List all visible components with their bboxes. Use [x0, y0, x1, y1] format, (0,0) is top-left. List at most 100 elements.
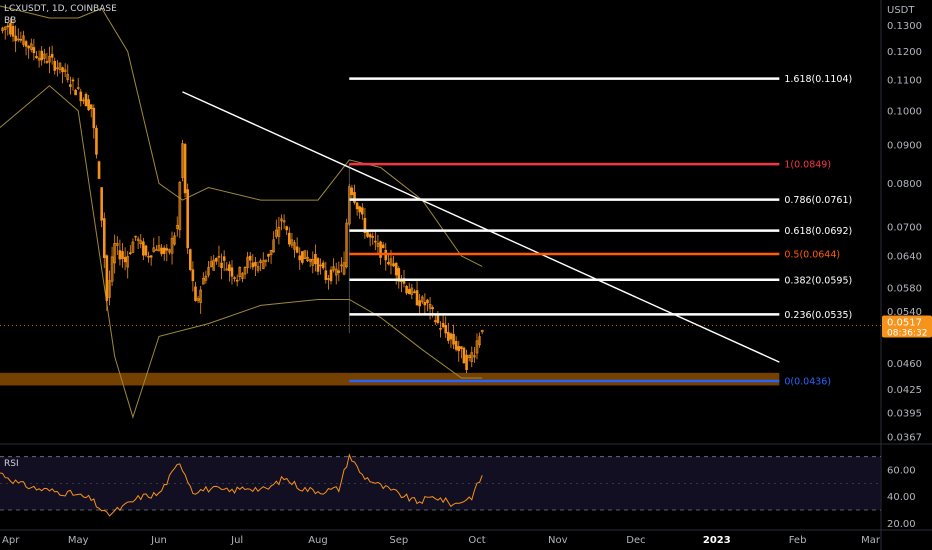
candle-body	[319, 264, 322, 267]
candle	[139, 234, 143, 249]
time-tick-label: 2023	[703, 535, 731, 546]
candle	[374, 230, 377, 251]
price-tick-label: 0.1000	[887, 106, 922, 117]
candle	[350, 184, 354, 201]
candle	[316, 257, 320, 276]
candle	[115, 236, 119, 256]
descending-trendline	[182, 91, 780, 363]
candle	[329, 266, 333, 285]
candle-body	[431, 307, 434, 310]
candle	[371, 232, 375, 245]
candle-body	[32, 47, 36, 54]
candle	[418, 294, 421, 314]
candle	[29, 38, 33, 53]
candle	[431, 305, 434, 318]
candle-body	[149, 255, 153, 258]
candle	[157, 235, 161, 252]
candle	[220, 253, 223, 280]
candle	[387, 253, 390, 266]
candle-body	[100, 187, 103, 221]
candle	[251, 254, 255, 270]
candle-body	[129, 252, 132, 255]
candle-body	[457, 346, 461, 352]
candle	[113, 234, 116, 274]
candle-body	[478, 336, 481, 346]
candle-body	[84, 93, 88, 107]
candle-body	[188, 249, 192, 270]
candle-body	[217, 256, 221, 258]
candle-body	[123, 256, 127, 263]
candle-body	[110, 256, 114, 282]
candle	[9, 17, 12, 37]
candle-body	[355, 202, 359, 210]
candle	[228, 261, 231, 282]
candle-body	[142, 241, 145, 256]
candle	[324, 261, 328, 284]
candle	[241, 272, 244, 283]
candle	[194, 281, 197, 302]
fib-level-label: 0.786(0.0761)	[784, 195, 852, 206]
time-tick-label: May	[68, 535, 89, 546]
price-tick-label: 0.0395	[887, 409, 922, 420]
candle	[467, 354, 471, 362]
candle	[196, 295, 200, 304]
candle-body	[342, 262, 346, 275]
candle-body	[321, 262, 325, 269]
candle	[74, 89, 77, 96]
candle	[202, 272, 205, 285]
rsi-tick-label: 40.00	[887, 492, 916, 503]
candle-body	[272, 239, 275, 253]
time-tick-label: Oct	[468, 535, 485, 546]
candles	[1, 17, 484, 374]
candle-body	[246, 256, 249, 268]
candle	[217, 245, 221, 268]
candle	[105, 254, 109, 311]
price-tick-label: 0.0367	[887, 433, 922, 444]
candle	[215, 257, 218, 265]
candle-body	[332, 266, 335, 271]
candle	[183, 142, 187, 198]
candle	[37, 50, 41, 68]
candle	[264, 259, 268, 267]
candle-body	[452, 333, 455, 345]
candle-body	[115, 243, 119, 246]
time-tick-label: Apr	[2, 535, 20, 546]
candle	[308, 258, 312, 267]
candle-body	[392, 263, 395, 267]
candle	[415, 281, 419, 306]
candle	[384, 242, 388, 271]
candle-body	[413, 291, 416, 293]
candle-body	[74, 89, 77, 96]
candle	[110, 246, 114, 286]
candle-body	[102, 218, 106, 258]
candle-body	[329, 269, 333, 282]
candle-body	[277, 226, 281, 237]
candle	[100, 187, 103, 228]
candle-body	[97, 161, 101, 179]
candle	[345, 218, 348, 269]
candle	[66, 64, 70, 83]
candle-body	[282, 220, 286, 223]
candle-body	[126, 256, 130, 268]
candle	[11, 20, 15, 42]
candle	[381, 241, 385, 249]
time-tick-label: Nov	[548, 535, 568, 546]
candle-body	[147, 255, 150, 258]
candle-body	[314, 254, 317, 265]
candle	[58, 62, 62, 74]
candle-body	[16, 38, 20, 41]
candle	[392, 255, 395, 267]
candle	[368, 232, 372, 247]
candle-body	[433, 320, 437, 322]
candle-body	[394, 263, 398, 276]
candle	[475, 333, 479, 360]
candle	[35, 51, 38, 59]
candle-body	[405, 286, 408, 294]
candle	[290, 232, 294, 249]
candle-body	[473, 355, 476, 358]
candle	[95, 125, 98, 159]
candle-body	[6, 25, 10, 28]
candle	[353, 184, 356, 205]
candle	[160, 244, 163, 257]
